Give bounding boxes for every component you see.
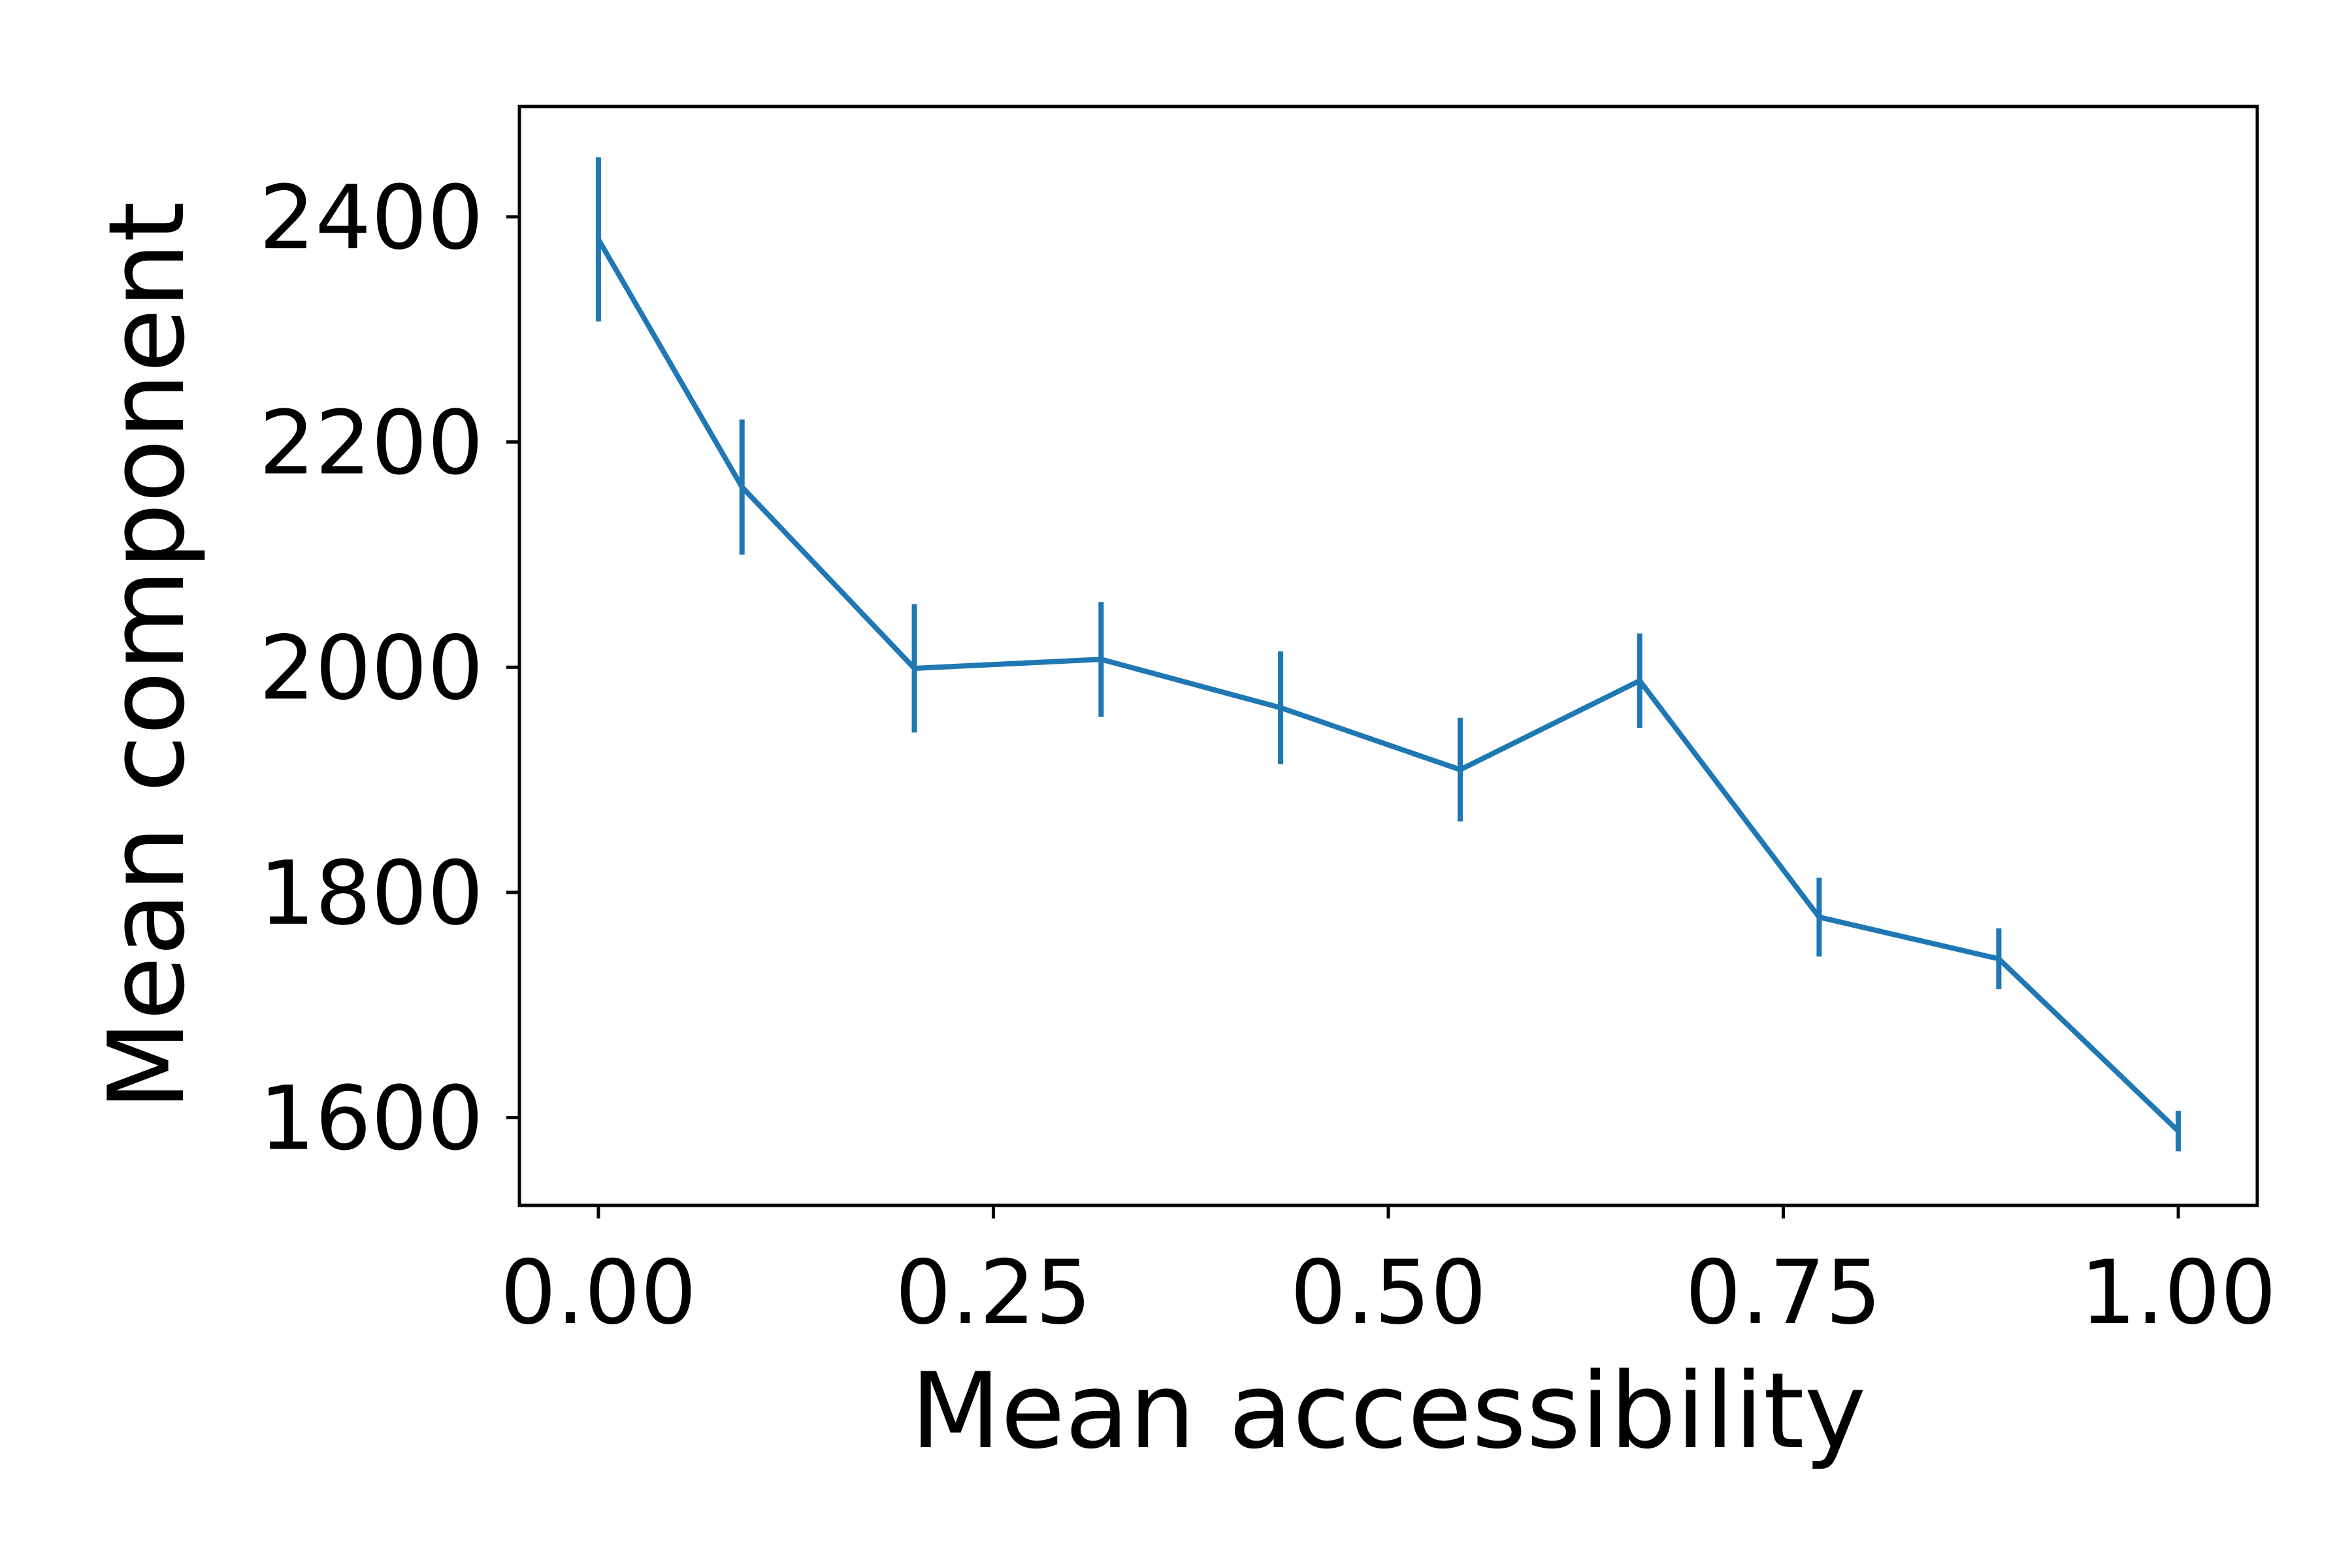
x-tick-label: 1.00 [2080, 1241, 2277, 1344]
x-tick-label: 0.25 [895, 1241, 1092, 1344]
x-tick-label: 0.50 [1290, 1241, 1487, 1344]
x-tick-label: 0.75 [1685, 1241, 1882, 1344]
y-tick-label: 1600 [259, 1068, 483, 1170]
series-layer [595, 157, 2181, 1152]
y-tick-label: 2400 [259, 167, 483, 269]
y-tick-label: 2000 [259, 617, 483, 719]
axis-layer: 0.00 0.25 0.50 0.75 1.00 1600 1800 2000 2200 2400 [259, 105, 2277, 1344]
y-axis-label: Mean component [86, 201, 208, 1111]
x-tick-label: 0.00 [500, 1241, 697, 1344]
series-line [596, 238, 2180, 1134]
x-axis-label: Mean accessibility [911, 1350, 1867, 1472]
y-tick-label: 1800 [259, 842, 483, 945]
y-tick-label: 2200 [259, 392, 483, 495]
